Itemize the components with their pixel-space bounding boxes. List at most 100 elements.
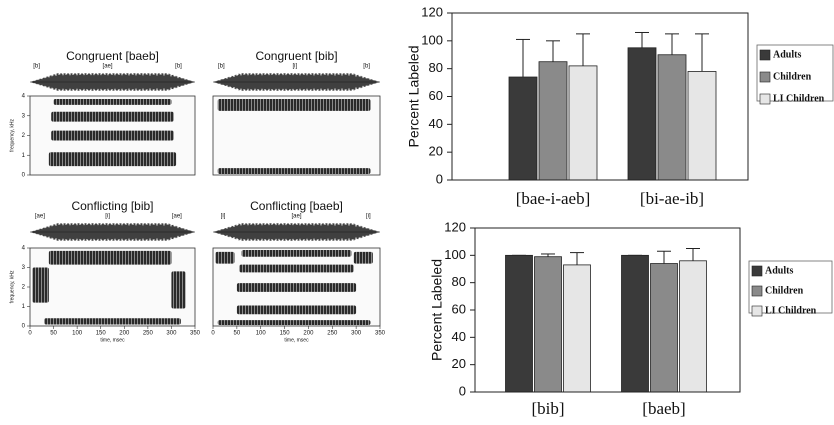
time-axis-label: time, msec <box>100 337 125 343</box>
formant-band <box>51 111 174 122</box>
x-tick-label: [bib] <box>531 399 564 418</box>
legend-swatch <box>759 49 771 61</box>
freq-tick-label: 1 <box>22 304 26 310</box>
formant-band <box>217 168 371 175</box>
segment-label: [ae] <box>35 214 45 220</box>
panel-title: Conflicting [bib] <box>71 199 153 213</box>
y-tick-label: 40 <box>429 116 443 131</box>
formant-band <box>51 130 174 141</box>
time-axis-label: time, msec <box>284 337 309 343</box>
segment-label: [b] <box>363 64 370 70</box>
waveform <box>213 223 380 241</box>
y-tick-label: 80 <box>429 60 443 75</box>
legend-swatch <box>759 93 771 105</box>
bar <box>505 254 533 393</box>
time-tick-label: 50 <box>50 331 57 337</box>
formant-band <box>217 98 371 111</box>
freq-axis-label: frequency, kHz <box>9 270 15 303</box>
bar <box>538 61 568 181</box>
formant-band <box>215 251 235 264</box>
legend-swatch <box>759 71 771 83</box>
time-tick-label: 200 <box>303 331 314 337</box>
legend-label: LI Children <box>765 305 817 316</box>
formant-band <box>236 305 357 315</box>
time-tick-label: 150 <box>280 331 291 337</box>
y-tick-label: 60 <box>452 301 466 316</box>
freq-tick-label: 4 <box>22 246 26 252</box>
y-tick-label: 100 <box>444 247 466 262</box>
formant-band <box>236 283 357 292</box>
formant-band <box>48 152 177 167</box>
y-tick-label: 100 <box>421 32 443 47</box>
waveform <box>213 73 380 91</box>
bar <box>679 260 707 393</box>
segment-label: [b] <box>218 64 225 70</box>
y-tick-label: 80 <box>452 274 466 289</box>
bar <box>534 256 562 393</box>
time-tick-label: 200 <box>119 331 130 337</box>
legend-swatch <box>751 265 763 277</box>
legend-label: Children <box>773 71 812 82</box>
segment-label: [i] <box>221 214 226 220</box>
formant-band <box>32 267 49 303</box>
y-tick-label: 0 <box>459 383 466 398</box>
x-tick-label: [bi-ae-ib] <box>640 189 704 208</box>
segment-label: [i] <box>105 214 110 220</box>
y-tick-label: 0 <box>436 171 443 186</box>
freq-tick-label: 1 <box>22 153 26 159</box>
freq-tick-label: 3 <box>22 265 26 271</box>
bar <box>657 54 687 181</box>
bar <box>568 65 598 181</box>
bar <box>621 254 649 393</box>
bar <box>508 76 538 181</box>
plot-frame <box>451 12 749 181</box>
time-tick-label: 300 <box>166 331 177 337</box>
y-axis-label: Percent Labeled <box>406 46 422 148</box>
x-tick-label: [bae-i-aeb] <box>516 189 591 208</box>
time-tick-label: 350 <box>375 331 386 337</box>
formant-band <box>53 98 172 105</box>
segment-label: [ae] <box>291 214 301 220</box>
y-axis-label: Percent Labeled <box>429 259 445 361</box>
x-tick-label: [baeb] <box>642 399 685 418</box>
freq-tick-label: 4 <box>22 94 26 100</box>
segment-label: [ae] <box>103 64 113 70</box>
bar <box>687 71 717 181</box>
waveform <box>30 73 195 91</box>
y-tick-label: 120 <box>421 4 443 19</box>
formant-band <box>171 271 186 309</box>
legend-box <box>748 260 833 314</box>
legend-label: LI Children <box>773 93 825 104</box>
freq-tick-label: 2 <box>22 133 26 139</box>
y-tick-label: 20 <box>429 144 443 159</box>
time-tick-label: 250 <box>143 331 154 337</box>
y-tick-label: 20 <box>452 356 466 371</box>
legend-swatch <box>751 305 763 317</box>
formant-band <box>217 320 371 326</box>
formant-band <box>239 264 354 273</box>
time-tick-label: 150 <box>96 331 107 337</box>
formant-band <box>44 318 181 325</box>
freq-tick-label: 2 <box>22 285 26 291</box>
segment-label: [i] <box>292 64 297 70</box>
time-tick-label: 0 <box>28 331 32 337</box>
y-tick-label: 40 <box>452 329 466 344</box>
panel-title: Congruent [bib] <box>255 49 337 63</box>
bar <box>627 47 657 181</box>
time-tick-label: 300 <box>351 331 362 337</box>
formant-band <box>48 250 172 265</box>
formant-band <box>353 251 373 264</box>
y-tick-label: 120 <box>444 219 466 234</box>
y-tick-label: 60 <box>429 88 443 103</box>
waveform <box>30 223 195 241</box>
time-tick-label: 100 <box>256 331 267 337</box>
legend-label: Adults <box>765 265 793 276</box>
panel-title: Congruent [baeb] <box>66 49 159 63</box>
segment-label: [i] <box>366 214 371 220</box>
time-tick-label: 250 <box>327 331 338 337</box>
legend-swatch <box>751 285 763 297</box>
legend-label: Adults <box>773 49 801 60</box>
time-tick-label: 350 <box>190 331 201 337</box>
segment-label: [b] <box>175 64 182 70</box>
